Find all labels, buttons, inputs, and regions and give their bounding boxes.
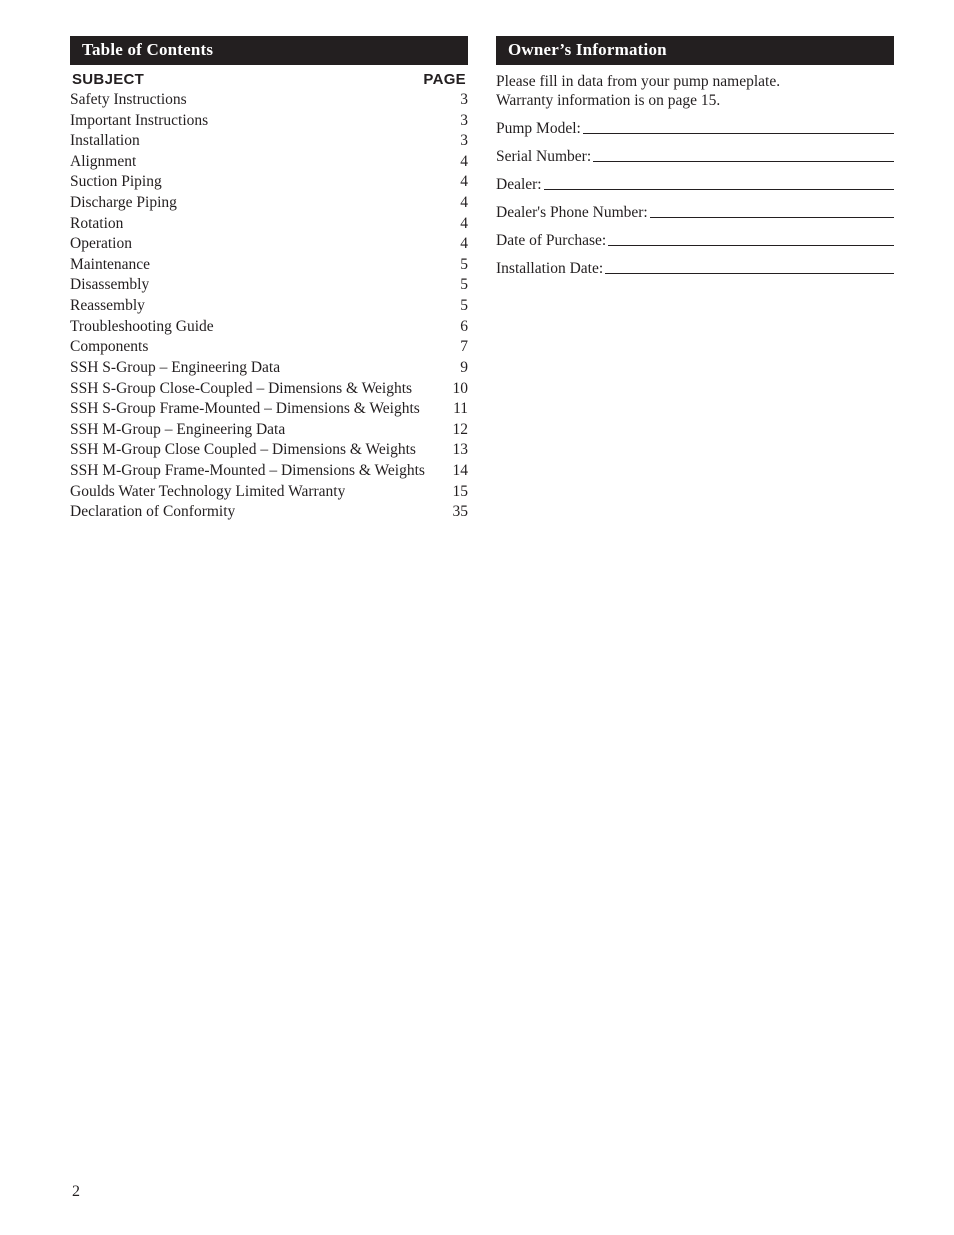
toc-subject: Troubleshooting Guide (70, 317, 214, 338)
toc-entry: Declaration of Conformity 35 (70, 502, 468, 523)
owner-label: Installation Date: (496, 261, 605, 277)
owner-label: Date of Purchase: (496, 233, 608, 249)
toc-title-bar: Table of Contents (70, 36, 468, 65)
toc-subject: SSH M-Group Close Coupled – Dimensions &… (70, 440, 416, 461)
toc-page: 3 (460, 90, 468, 111)
toc-page: 11 (453, 399, 468, 420)
toc-page: 6 (460, 317, 468, 338)
toc-page: 5 (460, 296, 468, 317)
toc-page: 4 (460, 234, 468, 255)
toc-entry: SSH S-Group Frame-Mounted – Dimensions &… (70, 399, 468, 420)
toc-entry: Operation 4 (70, 234, 468, 255)
owner-field-serial-number: Serial Number: (496, 148, 894, 164)
toc-list: Safety Instructions 3 Important Instructi… (70, 90, 468, 523)
owner-label: Dealer: (496, 177, 544, 193)
owner-label: Pump Model: (496, 121, 583, 137)
owner-label: Serial Number: (496, 149, 593, 165)
toc-entry: Safety Instructions 3 (70, 90, 468, 111)
toc-page: 7 (460, 337, 468, 358)
toc-subject: Operation (70, 234, 132, 255)
toc-page: 13 (453, 440, 469, 461)
owner-field-dealer: Dealer: (496, 176, 894, 192)
toc-subject: Maintenance (70, 255, 150, 276)
toc-page: 4 (460, 214, 468, 235)
toc-subject: Reassembly (70, 296, 145, 317)
toc-subject: Suction Piping (70, 172, 162, 193)
owner-title: Owner’s Information (508, 40, 667, 59)
toc-page: 35 (453, 502, 469, 523)
owner-label: Dealer's Phone Number: (496, 205, 650, 221)
toc-entry: Installation 3 (70, 131, 468, 152)
fill-in-line[interactable] (593, 148, 894, 162)
toc-page: 4 (460, 193, 468, 214)
owner-field-dealer-phone: Dealer's Phone Number: (496, 204, 894, 220)
toc-subject: Goulds Water Technology Limited Warranty (70, 482, 345, 503)
toc-subject: Declaration of Conformity (70, 502, 235, 523)
toc-entry: Goulds Water Technology Limited Warranty… (70, 482, 468, 503)
fill-in-line[interactable] (544, 176, 894, 190)
toc-entry: SSH S-Group Close-Coupled – Dimensions &… (70, 379, 468, 400)
toc-entry: SSH M-Group Frame-Mounted – Dimensions &… (70, 461, 468, 482)
toc-column: Table of Contents SUBJECT PAGE Safety In… (70, 36, 468, 523)
toc-subject: SSH S-Group – Engineering Data (70, 358, 280, 379)
toc-entry: Disassembly 5 (70, 275, 468, 296)
toc-page: 4 (460, 152, 468, 173)
toc-entry: Rotation 4 (70, 214, 468, 235)
toc-entry: Components 7 (70, 337, 468, 358)
toc-entry: Maintenance 5 (70, 255, 468, 276)
toc-page: 5 (460, 255, 468, 276)
fill-in-line[interactable] (608, 232, 894, 246)
toc-entry: SSH M-Group – Engineering Data 12 (70, 420, 468, 441)
toc-entry: SSH M-Group Close Coupled – Dimensions &… (70, 440, 468, 461)
owner-fields: Pump Model: Serial Number: Dealer: Deale… (496, 120, 894, 276)
toc-subject: Installation (70, 131, 140, 152)
toc-subject: SSH M-Group Frame-Mounted – Dimensions &… (70, 461, 425, 482)
toc-header-subject: SUBJECT (72, 71, 144, 88)
document-page: Table of Contents SUBJECT PAGE Safety In… (0, 0, 954, 559)
fill-in-line[interactable] (650, 204, 894, 218)
toc-subject: Discharge Piping (70, 193, 177, 214)
owner-field-date-purchase: Date of Purchase: (496, 232, 894, 248)
owner-title-bar: Owner’s Information (496, 36, 894, 65)
owner-info-column: Owner’s Information Please fill in data … (496, 36, 894, 523)
toc-page: 3 (460, 111, 468, 132)
owner-field-pump-model: Pump Model: (496, 120, 894, 136)
owner-field-install-date: Installation Date: (496, 260, 894, 276)
toc-page: 5 (460, 275, 468, 296)
toc-page: 4 (460, 172, 468, 193)
toc-page: 3 (460, 131, 468, 152)
toc-header-row: SUBJECT PAGE (70, 71, 468, 88)
toc-subject: Rotation (70, 214, 123, 235)
toc-entry: SSH S-Group – Engineering Data 9 (70, 358, 468, 379)
toc-page: 14 (453, 461, 469, 482)
toc-entry: Important Instructions 3 (70, 111, 468, 132)
toc-title: Table of Contents (82, 40, 213, 59)
owner-intro: Please fill in data from your pump namep… (496, 73, 894, 110)
toc-subject: SSH S-Group Close-Coupled – Dimensions &… (70, 379, 412, 400)
owner-intro-line2: Warranty information is on page 15. (496, 92, 894, 111)
toc-subject: Disassembly (70, 275, 149, 296)
toc-entry: Discharge Piping 4 (70, 193, 468, 214)
page-number: 2 (72, 1183, 80, 1201)
toc-subject: Important Instructions (70, 111, 208, 132)
toc-subject: SSH S-Group Frame-Mounted – Dimensions &… (70, 399, 420, 420)
toc-page: 10 (453, 379, 469, 400)
toc-header-page: PAGE (423, 71, 466, 88)
toc-entry: Suction Piping 4 (70, 172, 468, 193)
toc-entry: Reassembly 5 (70, 296, 468, 317)
toc-page: 15 (453, 482, 469, 503)
toc-entry: Troubleshooting Guide 6 (70, 317, 468, 338)
toc-page: 12 (453, 420, 469, 441)
toc-subject: Alignment (70, 152, 136, 173)
fill-in-line[interactable] (605, 260, 894, 274)
toc-entry: Alignment 4 (70, 152, 468, 173)
owner-intro-line1: Please fill in data from your pump namep… (496, 73, 894, 92)
toc-subject: SSH M-Group – Engineering Data (70, 420, 285, 441)
toc-page: 9 (460, 358, 468, 379)
toc-subject: Components (70, 337, 148, 358)
fill-in-line[interactable] (583, 120, 894, 134)
toc-subject: Safety Instructions (70, 90, 187, 111)
